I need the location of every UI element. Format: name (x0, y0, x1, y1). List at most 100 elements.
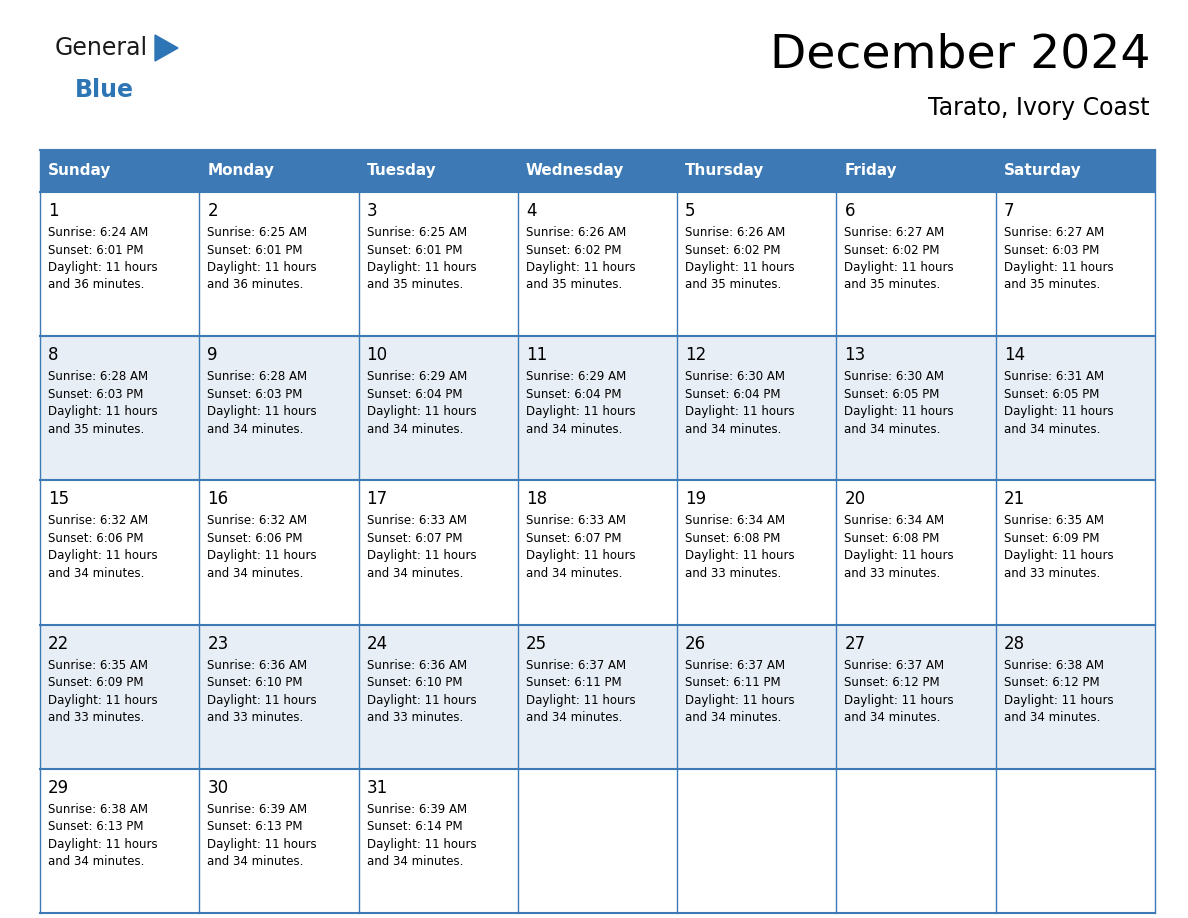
Text: Sunrise: 6:27 AM: Sunrise: 6:27 AM (1004, 226, 1104, 239)
Text: Sunset: 6:06 PM: Sunset: 6:06 PM (48, 532, 144, 545)
Bar (836, 336, 996, 480)
Text: and 34 minutes.: and 34 minutes. (207, 856, 304, 868)
Bar (518, 336, 677, 480)
Text: Daylight: 11 hours: Daylight: 11 hours (367, 838, 476, 851)
Bar (996, 150, 1155, 192)
Bar (359, 624, 518, 768)
Text: Daylight: 11 hours: Daylight: 11 hours (48, 405, 158, 419)
Text: Sunrise: 6:37 AM: Sunrise: 6:37 AM (845, 658, 944, 672)
Text: Sunrise: 6:35 AM: Sunrise: 6:35 AM (48, 658, 148, 672)
Bar (996, 480, 1155, 624)
Text: 28: 28 (1004, 634, 1025, 653)
Text: Tarato, Ivory Coast: Tarato, Ivory Coast (928, 96, 1150, 120)
Text: and 34 minutes.: and 34 minutes. (207, 567, 304, 580)
Text: Daylight: 11 hours: Daylight: 11 hours (685, 549, 795, 563)
Text: Sunset: 6:09 PM: Sunset: 6:09 PM (1004, 532, 1099, 545)
Text: and 33 minutes.: and 33 minutes. (207, 711, 304, 724)
Text: 27: 27 (845, 634, 866, 653)
Text: General: General (55, 36, 148, 60)
Text: Sunrise: 6:35 AM: Sunrise: 6:35 AM (1004, 514, 1104, 528)
Text: Sunrise: 6:39 AM: Sunrise: 6:39 AM (207, 803, 308, 816)
Text: and 34 minutes.: and 34 minutes. (845, 422, 941, 436)
Text: 17: 17 (367, 490, 387, 509)
Text: Sunset: 6:08 PM: Sunset: 6:08 PM (845, 532, 940, 545)
Text: and 34 minutes.: and 34 minutes. (526, 567, 623, 580)
Bar (836, 768, 996, 913)
Text: Sunset: 6:02 PM: Sunset: 6:02 PM (526, 243, 621, 256)
Text: Saturday: Saturday (1004, 163, 1081, 178)
Text: and 34 minutes.: and 34 minutes. (207, 422, 304, 436)
Text: 31: 31 (367, 778, 387, 797)
Text: 2: 2 (207, 202, 217, 220)
Text: Daylight: 11 hours: Daylight: 11 hours (526, 261, 636, 274)
Text: Sunrise: 6:34 AM: Sunrise: 6:34 AM (845, 514, 944, 528)
Text: Daylight: 11 hours: Daylight: 11 hours (207, 261, 317, 274)
Text: Sunset: 6:07 PM: Sunset: 6:07 PM (367, 532, 462, 545)
Bar (200, 192, 359, 336)
Text: and 33 minutes.: and 33 minutes. (367, 711, 463, 724)
Text: and 35 minutes.: and 35 minutes. (526, 278, 623, 292)
Text: Sunrise: 6:29 AM: Sunrise: 6:29 AM (367, 370, 467, 383)
Bar (40, 150, 200, 192)
Text: and 34 minutes.: and 34 minutes. (685, 711, 782, 724)
Text: 18: 18 (526, 490, 546, 509)
Bar (518, 150, 677, 192)
Text: Daylight: 11 hours: Daylight: 11 hours (367, 261, 476, 274)
Text: Sunrise: 6:31 AM: Sunrise: 6:31 AM (1004, 370, 1104, 383)
Text: Sunset: 6:03 PM: Sunset: 6:03 PM (48, 387, 144, 400)
Text: Daylight: 11 hours: Daylight: 11 hours (845, 261, 954, 274)
Text: Daylight: 11 hours: Daylight: 11 hours (367, 549, 476, 563)
Text: Daylight: 11 hours: Daylight: 11 hours (48, 838, 158, 851)
Text: Wednesday: Wednesday (526, 163, 624, 178)
Text: Sunrise: 6:36 AM: Sunrise: 6:36 AM (367, 658, 467, 672)
Bar (40, 336, 200, 480)
Bar (200, 624, 359, 768)
Bar (996, 624, 1155, 768)
Text: and 35 minutes.: and 35 minutes. (48, 422, 144, 436)
Text: Daylight: 11 hours: Daylight: 11 hours (367, 405, 476, 419)
Text: Sunrise: 6:28 AM: Sunrise: 6:28 AM (207, 370, 308, 383)
Bar (359, 768, 518, 913)
Bar (677, 192, 836, 336)
Text: and 34 minutes.: and 34 minutes. (367, 856, 463, 868)
Bar (677, 150, 836, 192)
Text: and 34 minutes.: and 34 minutes. (1004, 422, 1100, 436)
Bar (996, 192, 1155, 336)
Bar (677, 624, 836, 768)
Text: Sunrise: 6:29 AM: Sunrise: 6:29 AM (526, 370, 626, 383)
Text: Sunrise: 6:34 AM: Sunrise: 6:34 AM (685, 514, 785, 528)
Text: Sunset: 6:14 PM: Sunset: 6:14 PM (367, 821, 462, 834)
Text: Sunrise: 6:32 AM: Sunrise: 6:32 AM (48, 514, 148, 528)
Text: Sunrise: 6:38 AM: Sunrise: 6:38 AM (48, 803, 148, 816)
Text: and 35 minutes.: and 35 minutes. (367, 278, 463, 292)
Text: 7: 7 (1004, 202, 1015, 220)
Text: 1: 1 (48, 202, 58, 220)
Text: Daylight: 11 hours: Daylight: 11 hours (526, 405, 636, 419)
Text: and 36 minutes.: and 36 minutes. (48, 278, 145, 292)
Text: and 33 minutes.: and 33 minutes. (48, 711, 144, 724)
Text: Sunset: 6:03 PM: Sunset: 6:03 PM (1004, 243, 1099, 256)
Text: Friday: Friday (845, 163, 897, 178)
Text: Sunset: 6:01 PM: Sunset: 6:01 PM (48, 243, 144, 256)
Text: Sunset: 6:12 PM: Sunset: 6:12 PM (1004, 676, 1099, 689)
Bar (677, 336, 836, 480)
Text: Sunset: 6:10 PM: Sunset: 6:10 PM (207, 676, 303, 689)
Bar (359, 336, 518, 480)
Text: Sunset: 6:02 PM: Sunset: 6:02 PM (685, 243, 781, 256)
Text: Daylight: 11 hours: Daylight: 11 hours (685, 261, 795, 274)
Text: Sunset: 6:01 PM: Sunset: 6:01 PM (207, 243, 303, 256)
Text: Daylight: 11 hours: Daylight: 11 hours (1004, 405, 1113, 419)
Text: Daylight: 11 hours: Daylight: 11 hours (48, 549, 158, 563)
Bar (200, 336, 359, 480)
Text: and 34 minutes.: and 34 minutes. (1004, 711, 1100, 724)
Bar (836, 480, 996, 624)
Bar (359, 480, 518, 624)
Bar (677, 768, 836, 913)
Text: 13: 13 (845, 346, 866, 364)
Text: Sunset: 6:10 PM: Sunset: 6:10 PM (367, 676, 462, 689)
Text: Sunset: 6:13 PM: Sunset: 6:13 PM (48, 821, 144, 834)
Text: Sunrise: 6:32 AM: Sunrise: 6:32 AM (207, 514, 308, 528)
Text: Sunset: 6:01 PM: Sunset: 6:01 PM (367, 243, 462, 256)
Text: 21: 21 (1004, 490, 1025, 509)
Text: and 33 minutes.: and 33 minutes. (845, 567, 941, 580)
